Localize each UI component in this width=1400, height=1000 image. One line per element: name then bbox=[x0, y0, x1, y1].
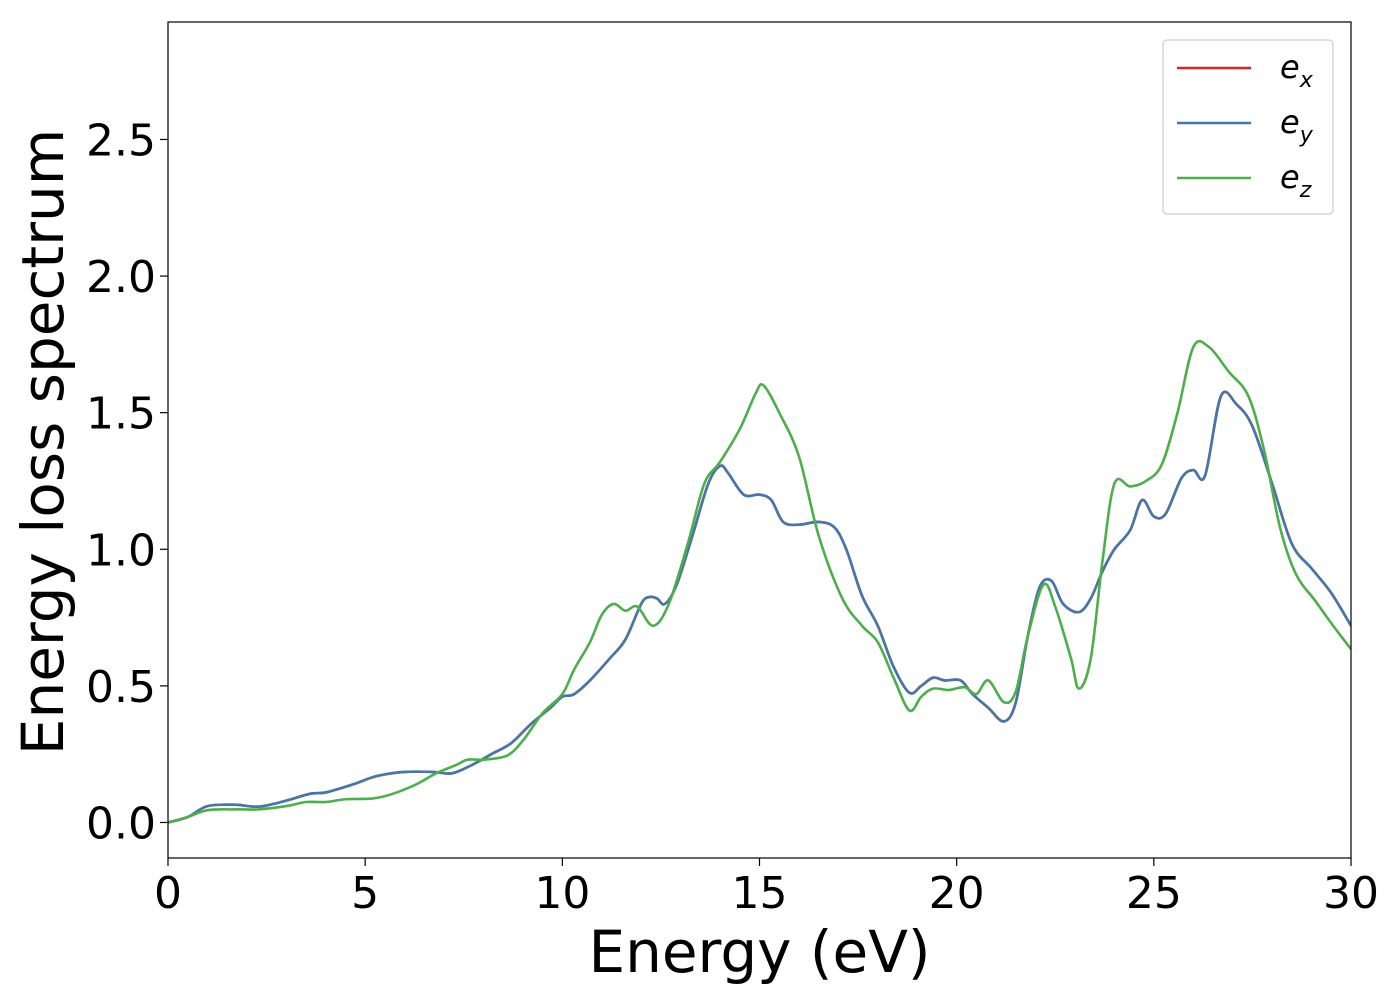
legend-label: ez bbox=[1280, 158, 1312, 203]
legend: ex ey ez bbox=[1162, 39, 1334, 215]
x-tick-label: 20 bbox=[929, 868, 985, 919]
series-line-ey bbox=[168, 390, 1351, 824]
y-tick-label: 0.5 bbox=[86, 662, 156, 713]
x-tick-label: 25 bbox=[1126, 868, 1182, 919]
x-tick-label: 10 bbox=[534, 868, 590, 919]
legend-box bbox=[1162, 39, 1334, 215]
y-tick-label: 2.0 bbox=[86, 252, 156, 303]
y-tick-label: 0.0 bbox=[86, 798, 156, 849]
legend-label: ex bbox=[1280, 48, 1314, 93]
legend-item-ez: ez bbox=[1177, 158, 1312, 203]
y-tick-label: 1.0 bbox=[86, 525, 156, 576]
series-line-ez bbox=[168, 339, 1351, 824]
plot-area bbox=[168, 339, 1351, 824]
x-tick-label: 5 bbox=[351, 868, 379, 919]
x-axis: 0 5 10 15 20 25 30 bbox=[154, 858, 1379, 919]
legend-item-ex: ex bbox=[1177, 48, 1314, 93]
y-tick-label: 2.5 bbox=[86, 115, 156, 166]
x-tick-label: 15 bbox=[732, 868, 788, 919]
x-tick-label: 0 bbox=[154, 868, 182, 919]
x-axis-label: Energy (eV) bbox=[588, 918, 930, 986]
legend-label: ey bbox=[1280, 103, 1314, 148]
y-axis-label: Energy loss spectrum bbox=[9, 129, 77, 755]
x-tick-label: 30 bbox=[1323, 868, 1379, 919]
y-tick-label: 1.5 bbox=[86, 389, 156, 440]
legend-item-ey: ey bbox=[1177, 103, 1314, 148]
y-axis: 0.0 0.5 1.0 1.5 2.0 2.5 bbox=[86, 115, 168, 849]
series-line-ex bbox=[168, 390, 1351, 824]
